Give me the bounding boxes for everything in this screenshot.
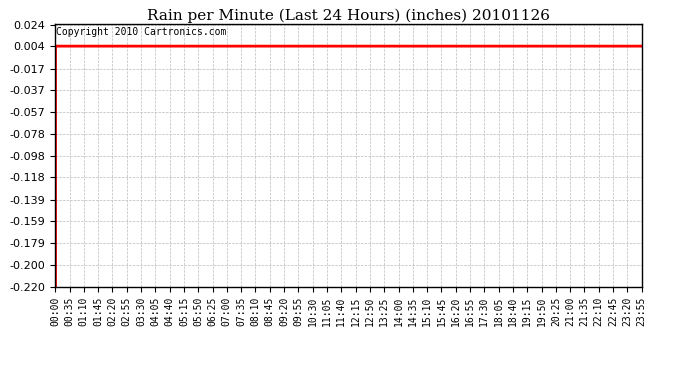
Title: Rain per Minute (Last 24 Hours) (inches) 20101126: Rain per Minute (Last 24 Hours) (inches)… bbox=[147, 9, 550, 23]
Text: Copyright 2010 Cartronics.com: Copyright 2010 Cartronics.com bbox=[57, 27, 227, 37]
